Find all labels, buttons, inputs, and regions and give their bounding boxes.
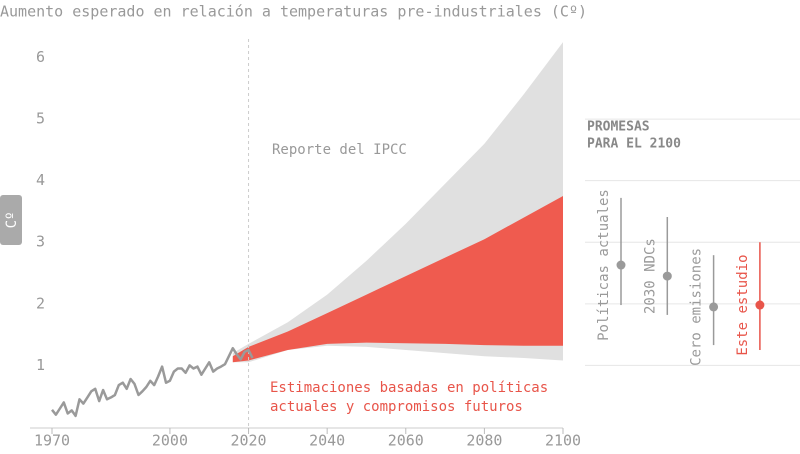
x-tick-label: 2040 — [309, 432, 345, 450]
y-tick-label: 1 — [36, 356, 45, 374]
band-label: actuales y compromisos futuros — [270, 399, 523, 415]
y-label-box — [0, 195, 22, 245]
x-tick-label: 2000 — [152, 432, 188, 450]
panel-title: PROMESAS — [587, 120, 650, 135]
chart-title: Aumento esperado en relación a temperatu… — [0, 3, 587, 21]
item-label: Este estudio — [735, 254, 751, 355]
band-label: Estimaciones basadas en políticas — [270, 380, 548, 396]
x-tick-label: 2060 — [388, 432, 424, 450]
point — [616, 260, 626, 270]
item-label: Políticas actuales — [596, 189, 612, 341]
item-label: 2030 NDCs — [642, 238, 658, 314]
point — [755, 300, 765, 310]
y-tick-label: 2 — [36, 294, 45, 312]
point — [709, 302, 719, 312]
x-tick-label: 1970 — [34, 432, 70, 450]
panel-title: PARA EL 2100 — [587, 137, 681, 152]
line — [51, 346, 254, 418]
y-tick-label: 5 — [36, 110, 45, 128]
x-tick-label: 2080 — [466, 432, 502, 450]
y-label: Cº — [4, 212, 20, 229]
x-tick-label: 2020 — [230, 432, 266, 450]
band — [232, 196, 564, 363]
y-tick-label: 3 — [36, 233, 45, 251]
x-tick-label: 2100 — [545, 432, 581, 450]
y-tick-label: 6 — [36, 48, 45, 66]
point — [662, 271, 672, 281]
band-label: Reporte del IPCC — [272, 142, 407, 158]
y-tick-label: 4 — [36, 171, 45, 189]
item-label: Cero emisiones — [689, 248, 705, 366]
